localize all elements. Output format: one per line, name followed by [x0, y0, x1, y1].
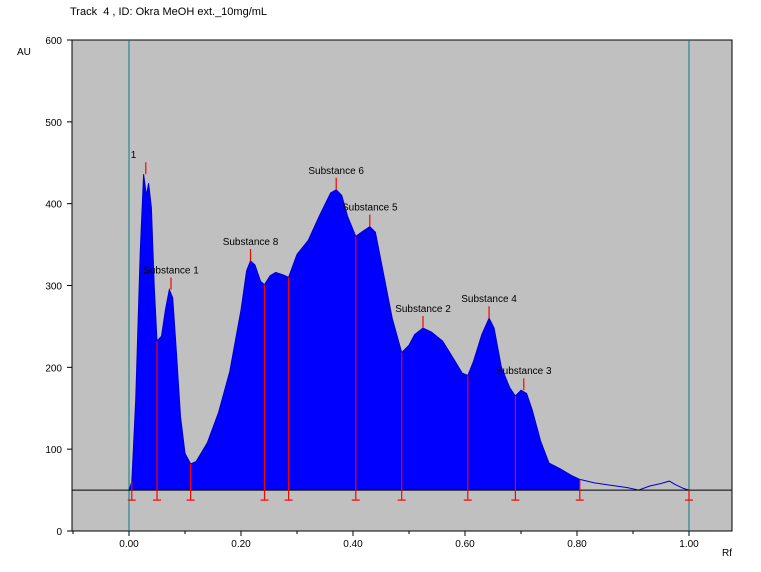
- y-tick-label-4: 400: [45, 200, 62, 211]
- peak-label-3: Substance 6: [308, 166, 364, 177]
- y-tick-label-2: 200: [45, 363, 62, 374]
- y-tick-label-1: 100: [45, 445, 62, 456]
- y-tick-label-5: 500: [45, 118, 62, 129]
- y-tick-label-0: 0: [56, 527, 62, 538]
- x-tick-label-5: 1.00: [679, 539, 699, 550]
- peak-label-7: Substance 3: [496, 366, 552, 377]
- peak-label-1: Substance 1: [143, 266, 199, 277]
- x-tick-label-0: 0.00: [119, 539, 139, 550]
- x-tick-label-4: 0.80: [567, 539, 587, 550]
- x-axis-title: Rf: [722, 548, 732, 559]
- y-tick-label-3: 300: [45, 282, 62, 293]
- peak-label-0: 1: [131, 150, 137, 161]
- peak-label-6: Substance 4: [461, 294, 517, 305]
- y-tick-label-6: 600: [45, 36, 62, 47]
- peak-label-5: Substance 2: [395, 304, 451, 315]
- data-area: [129, 174, 580, 491]
- peak-label-4: Substance 5: [342, 203, 398, 214]
- x-tick-label-1: 0.20: [231, 539, 251, 550]
- peak-markers: 1 Substance 1 Substance 8 Substance 6 Substa…: [127, 150, 693, 501]
- front-lines: [128, 40, 690, 531]
- peak-label-2: Substance 8: [223, 237, 279, 248]
- x-tick-label-3: 0.60: [455, 539, 475, 550]
- axes: 0 100 200 300 400 500 600 0.00 0.20 0.40 0.60 0.80 1…: [45, 36, 699, 550]
- y-axis-title: AU: [17, 47, 31, 58]
- x-tick-label-2: 0.40: [343, 539, 363, 550]
- chart-title: Track 4 , ID: Okra MeOH ext._10mg/mL: [70, 6, 268, 18]
